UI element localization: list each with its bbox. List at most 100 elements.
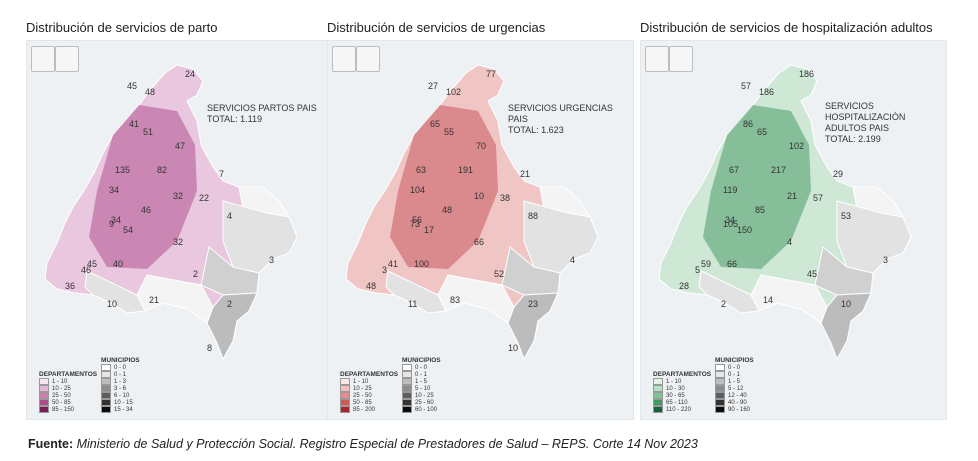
- department-value-label: 150: [737, 225, 752, 235]
- inset-map-button[interactable]: [332, 46, 356, 72]
- department-value-label: 46: [141, 205, 151, 215]
- department-value-label: 88: [528, 211, 538, 221]
- legend-label: 1 - 5: [415, 378, 428, 385]
- legend-label: 3 - 6: [114, 385, 127, 392]
- legend-item: 15 - 34: [101, 406, 140, 413]
- legend-item: 0 - 1: [715, 371, 754, 378]
- legend-item: 1 - 5: [715, 378, 754, 385]
- footer-text: Ministerio de Salud y Protección Social.…: [73, 437, 698, 451]
- legend-swatch: [101, 399, 111, 406]
- department-value-label: 14: [763, 295, 773, 305]
- department-value-label: 85: [755, 205, 765, 215]
- legend-label: 50 - 85: [52, 399, 71, 406]
- department-value-label: 135: [115, 165, 130, 175]
- legend-swatch: [402, 392, 412, 399]
- department-value-label: 27: [428, 81, 438, 91]
- legend-label: 10 - 25: [353, 385, 372, 392]
- department-value-label: 2: [227, 299, 232, 309]
- legend-item: 10 - 25: [340, 385, 398, 392]
- legend-label: 1 - 10: [353, 378, 369, 385]
- legend-swatch: [340, 385, 350, 392]
- legend-label: 12 - 40: [728, 392, 747, 399]
- department-value-label: 45: [807, 269, 817, 279]
- map-urgencias[interactable]: 27 102 77 65 55 70 63 191 104 10 38 21 56 48 73 17 66 88 4…: [327, 40, 634, 420]
- legend-label: 6 - 10: [114, 392, 130, 399]
- inset-map-button[interactable]: [669, 46, 693, 72]
- department-value-label: 2: [193, 269, 198, 279]
- legend-label: 0 - 1: [728, 371, 741, 378]
- legend-title: DEPARTAMENTOS: [653, 371, 712, 378]
- legend-swatch: [39, 392, 49, 399]
- department-value-label: 186: [799, 69, 814, 79]
- legend-swatch: [340, 392, 350, 399]
- legend: DEPARTAMENTOS 1 - 10 10 - 25 25 - 50 50 - 8…: [340, 347, 540, 413]
- legend-item: 25 - 60: [402, 399, 441, 406]
- legend-label: 15 - 34: [114, 406, 133, 413]
- legend-item: 90 - 160: [715, 406, 754, 413]
- department-value-label: 3: [883, 255, 888, 265]
- summary-box: SERVICIOS HOSPITALIZACIÓN ADULTOS PAIS T…: [825, 101, 946, 145]
- legend-label: 10 - 15: [114, 399, 133, 406]
- legend-label: 110 - 220: [666, 406, 691, 413]
- department-value-label: 41: [129, 119, 139, 129]
- legend-label: 25 - 60: [415, 399, 434, 406]
- map-parto[interactable]: 45 48 24 41 51 47 135 82 34 32 22 7 34 46 9 54 32 4 3 40 45 4…: [26, 40, 333, 420]
- legend-swatch: [653, 392, 663, 399]
- legend-label: 1 - 10: [52, 378, 68, 385]
- panel-title: Distribución de servicios de urgencias: [327, 20, 546, 35]
- department-value-label: 21: [520, 169, 530, 179]
- panel-parto: Distribución de servicios de parto 45 48 2…: [26, 0, 346, 430]
- legend-swatch: [101, 371, 111, 378]
- andean-region: [703, 105, 811, 269]
- department-value-label: 105: [723, 219, 738, 229]
- legend-item: 85 - 200: [340, 406, 398, 413]
- department-value-label: 59: [701, 259, 711, 269]
- department-value-label: 45: [87, 259, 97, 269]
- legend-item: 12 - 40: [715, 392, 754, 399]
- panel-urgencias: Distribución de servicios de urgencias 2…: [327, 0, 647, 430]
- legend-label: 30 - 65: [666, 392, 685, 399]
- legend-label: 0 - 0: [728, 364, 741, 371]
- inset-map-button[interactable]: [645, 46, 669, 72]
- legend-item: 10 - 15: [101, 399, 140, 406]
- legend-label: 25 - 50: [52, 392, 71, 399]
- summary-line: TOTAL: 1.623: [508, 125, 564, 135]
- summary-line: SERVICIOS HOSPITALIZACIÓN: [825, 101, 906, 122]
- department-value-label: 48: [366, 281, 376, 291]
- department-value-label: 47: [175, 141, 185, 151]
- legend-swatch: [715, 378, 725, 385]
- legend-item: 50 - 85: [39, 399, 97, 406]
- summary-line: ADULTOS PAIS: [825, 123, 890, 133]
- department-value-label: 40: [113, 259, 123, 269]
- andean-region: [390, 105, 498, 269]
- legend-label: 1 - 3: [114, 378, 127, 385]
- department-value-label: 104: [410, 185, 425, 195]
- department-value-label: 53: [841, 211, 851, 221]
- legend-label: 50 - 85: [353, 399, 372, 406]
- legend-title: MUNICIPIOS: [402, 357, 441, 364]
- department-value-label: 63: [416, 165, 426, 175]
- department-value-label: 102: [789, 141, 804, 151]
- inset-map-button[interactable]: [356, 46, 380, 72]
- legend-item: 85 - 150: [39, 406, 97, 413]
- department-value-label: 21: [787, 191, 797, 201]
- department-value-label: 22: [199, 193, 209, 203]
- legend-departamentos: DEPARTAMENTOS 1 - 10 10 - 30 30 - 65 65 - 1…: [653, 371, 711, 413]
- legend-swatch: [402, 399, 412, 406]
- map-hospitalizacion[interactable]: 57 186 186 86 65 102 67 217 119 21 57 29 34 85 105 150 4…: [640, 40, 947, 420]
- department-value-label: 67: [729, 165, 739, 175]
- inset-map-button[interactable]: [55, 46, 79, 72]
- panel-title: Distribución de servicios de hospitaliza…: [640, 20, 933, 35]
- department-value-label: 3: [382, 265, 387, 275]
- department-value-label: 66: [474, 237, 484, 247]
- legend-swatch: [653, 378, 663, 385]
- department-value-label: 28: [679, 281, 689, 291]
- inset-map-button[interactable]: [31, 46, 55, 72]
- department-value-label: 48: [442, 205, 452, 215]
- department-value-label: 10: [107, 299, 117, 309]
- department-value-label: 24: [185, 69, 195, 79]
- legend-label: 0 - 0: [415, 364, 428, 371]
- department-region: [698, 270, 760, 314]
